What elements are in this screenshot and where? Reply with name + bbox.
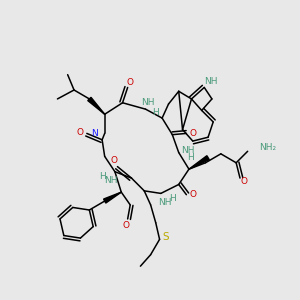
Polygon shape: [189, 156, 209, 169]
Text: NH: NH: [104, 176, 118, 185]
Text: NH: NH: [181, 146, 194, 154]
Text: S: S: [163, 232, 169, 242]
Text: O: O: [127, 78, 134, 87]
Text: NH₂: NH₂: [259, 143, 276, 152]
Text: O: O: [189, 190, 196, 199]
Text: NH: NH: [204, 76, 218, 85]
Text: O: O: [240, 177, 247, 186]
Text: NH: NH: [158, 198, 171, 207]
Text: O: O: [77, 128, 84, 136]
Text: H: H: [99, 172, 106, 181]
Text: H: H: [187, 153, 194, 162]
Text: N: N: [91, 129, 98, 138]
Text: O: O: [110, 156, 117, 165]
Text: H: H: [169, 194, 176, 203]
Text: H: H: [152, 109, 159, 118]
Polygon shape: [88, 97, 105, 114]
Text: O: O: [123, 221, 130, 230]
Text: O: O: [189, 129, 196, 138]
Polygon shape: [103, 192, 121, 203]
Text: NH: NH: [141, 98, 155, 107]
